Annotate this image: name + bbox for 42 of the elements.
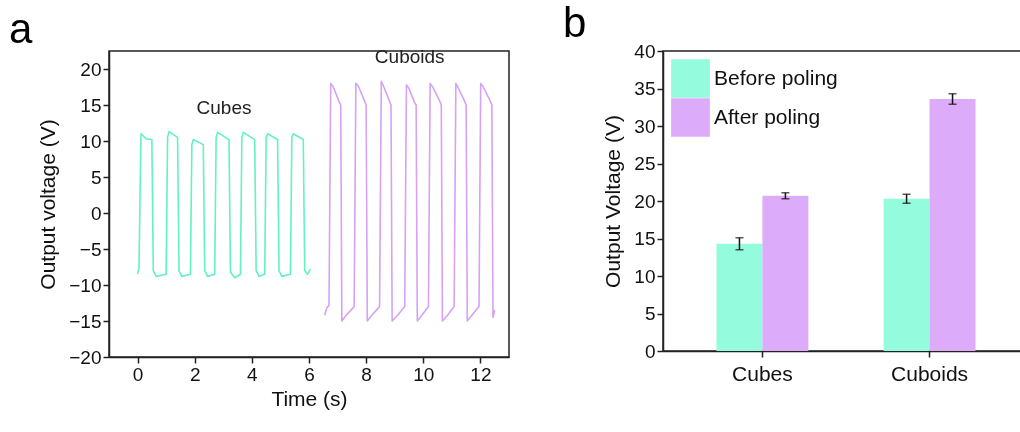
- x-tick-label: Cubes: [732, 361, 793, 385]
- x-tick-label: 0: [132, 363, 144, 385]
- chart-title: a: [9, 5, 33, 53]
- line-series: [323, 80, 496, 322]
- x-tick-label: 4: [247, 363, 259, 385]
- series-label: Cubes: [196, 96, 252, 118]
- x-tick-label: 12: [470, 363, 492, 385]
- y-tick-label: 10: [634, 265, 656, 287]
- chart-title: b: [563, 0, 587, 46]
- bar: [716, 243, 763, 351]
- y-tick-label: −10: [69, 274, 102, 296]
- x-tick-label: 8: [361, 363, 372, 385]
- y-tick-label: 30: [634, 115, 656, 137]
- y-tick-label: −20: [69, 346, 102, 368]
- y-axis-title: Output voltage (V): [36, 119, 60, 290]
- y-tick-label: 0: [644, 340, 656, 362]
- y-tick-label: −15: [69, 310, 102, 332]
- x-tick-label: 2: [189, 363, 201, 385]
- x-axis-title: Time (s): [271, 386, 348, 410]
- x-tick-label: 10: [413, 363, 435, 385]
- line-series: [136, 130, 312, 279]
- y-tick-label: 5: [644, 303, 656, 324]
- series-label: Cuboids: [374, 46, 445, 68]
- y-tick-label: 5: [90, 166, 102, 188]
- x-tick-label: 6: [304, 363, 315, 385]
- y-tick-label: 15: [80, 94, 102, 116]
- y-tick-label: 40: [634, 40, 656, 62]
- y-tick-label: −5: [79, 238, 102, 260]
- y-tick-label: 15: [634, 228, 656, 249]
- bar: [762, 195, 809, 351]
- y-axis-title: Output Voltage (V): [601, 115, 625, 288]
- x-tick-label: Cuboids: [891, 361, 969, 385]
- y-tick-label: 0: [90, 202, 102, 224]
- legend-label: Before poling: [714, 65, 838, 89]
- y-tick-label: 20: [634, 190, 656, 212]
- y-tick-label: 10: [80, 130, 102, 152]
- bar: [929, 99, 976, 351]
- y-tick-label: 20: [80, 58, 102, 80]
- y-tick-label: 25: [634, 153, 656, 174]
- y-tick-label: 35: [634, 78, 656, 99]
- bar: [883, 198, 930, 351]
- legend-label: After poling: [714, 104, 821, 128]
